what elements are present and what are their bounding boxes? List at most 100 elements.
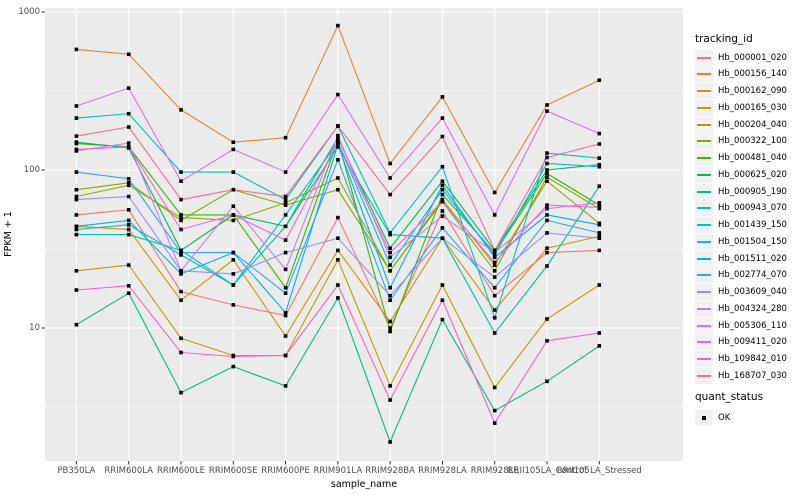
data-point bbox=[545, 171, 549, 176]
legend-entry: Hb_109842_010 bbox=[695, 351, 787, 368]
data-point bbox=[597, 162, 602, 167]
legend-entry-label: Hb_000162_090 bbox=[718, 86, 787, 96]
data-point bbox=[492, 253, 497, 257]
legend-entry: Hb_000943_070 bbox=[695, 200, 787, 217]
data-point bbox=[440, 199, 445, 204]
legend-line-key-icon bbox=[695, 150, 713, 166]
data-point bbox=[388, 384, 392, 388]
data-point bbox=[492, 285, 497, 290]
data-point bbox=[336, 283, 340, 287]
data-point bbox=[388, 161, 392, 166]
legend-entry-label: Hb_001504_150 bbox=[718, 236, 787, 247]
data-point bbox=[336, 215, 340, 220]
data-point bbox=[336, 158, 340, 162]
legend-line-key-icon bbox=[695, 116, 713, 133]
data-point bbox=[231, 213, 236, 217]
data-point bbox=[74, 170, 79, 174]
series-color-line-icon bbox=[697, 90, 711, 92]
legend-entry-label: Hb_000322_100 bbox=[718, 136, 787, 147]
x-tick-label: RRIM901LA bbox=[313, 466, 363, 476]
data-point bbox=[336, 124, 340, 128]
data-point bbox=[597, 201, 602, 205]
legend-entry: Hb_003609_040 bbox=[695, 284, 787, 301]
legend-entry: Hb_001439_150 bbox=[695, 217, 787, 234]
legend-line-key-icon bbox=[695, 351, 713, 367]
legend-entry-label: Hb_109842_010 bbox=[718, 354, 787, 364]
data-point bbox=[597, 164, 602, 169]
data-point bbox=[492, 269, 497, 273]
data-point bbox=[336, 236, 340, 240]
data-point bbox=[283, 238, 288, 242]
data-point bbox=[126, 263, 131, 267]
y-tick-label: 1000 bbox=[18, 6, 40, 17]
data-point bbox=[126, 181, 131, 185]
data-point bbox=[74, 213, 79, 217]
data-point bbox=[336, 296, 340, 300]
data-point bbox=[597, 156, 602, 160]
legend-title-quant-status: quant_status bbox=[695, 391, 764, 403]
data-point bbox=[597, 78, 602, 82]
data-point bbox=[179, 250, 183, 255]
series-color-line-icon bbox=[697, 173, 711, 176]
data-point bbox=[492, 263, 497, 267]
data-point bbox=[492, 190, 497, 195]
data-point bbox=[545, 246, 549, 250]
data-point bbox=[440, 197, 445, 202]
data-point bbox=[336, 145, 340, 149]
data-point bbox=[336, 135, 340, 140]
data-point bbox=[440, 187, 445, 192]
data-point bbox=[231, 147, 236, 152]
data-point bbox=[336, 92, 340, 97]
series-color-line-icon bbox=[697, 274, 711, 277]
legend-entry: Hb_005306_110 bbox=[695, 317, 787, 334]
x-tick-label: RRIM928LA bbox=[418, 466, 467, 476]
data-point bbox=[492, 250, 497, 255]
data-point bbox=[74, 134, 79, 138]
data-point bbox=[126, 183, 131, 188]
data-point bbox=[336, 248, 340, 253]
legend-entry-label: Hb_004324_280 bbox=[718, 303, 787, 314]
series-color-line-icon bbox=[697, 224, 711, 226]
legend-entry-label: Hb_000165_030 bbox=[718, 102, 787, 113]
data-point bbox=[283, 353, 288, 358]
data-point bbox=[126, 223, 131, 227]
legend-entry-label: Hb_000001_020 bbox=[718, 52, 787, 63]
legend-entry-label: Hb_001511_020 bbox=[718, 253, 787, 264]
data-point bbox=[126, 177, 131, 181]
data-point bbox=[74, 224, 79, 229]
data-point bbox=[179, 197, 183, 202]
legend-line-key-icon bbox=[695, 166, 713, 183]
data-point bbox=[492, 213, 497, 217]
data-point bbox=[126, 145, 131, 149]
data-point bbox=[440, 317, 445, 322]
series-color-line-icon bbox=[697, 291, 711, 293]
data-point bbox=[179, 227, 183, 232]
data-point bbox=[74, 194, 79, 199]
series-color-line-icon bbox=[697, 73, 711, 76]
data-point bbox=[388, 269, 392, 273]
data-point bbox=[545, 203, 549, 207]
legend-entry: Hb_000204_040 bbox=[695, 116, 787, 133]
data-point bbox=[179, 248, 183, 253]
data-point bbox=[492, 260, 497, 265]
x-tick-label: RRIM600PE bbox=[261, 466, 310, 476]
data-point bbox=[179, 213, 183, 217]
legend-entry-label: Hb_005306_110 bbox=[718, 320, 787, 331]
x-tick-label: RRIM600LE bbox=[156, 466, 205, 476]
legend-entry-label: OK bbox=[718, 412, 731, 423]
data-point bbox=[440, 164, 445, 169]
data-point bbox=[179, 179, 183, 183]
data-point bbox=[388, 329, 392, 334]
data-point bbox=[283, 250, 288, 255]
data-point bbox=[545, 175, 549, 179]
data-point bbox=[440, 283, 445, 287]
legend-entry: Hb_000165_030 bbox=[695, 99, 787, 116]
data-point bbox=[440, 298, 445, 302]
data-point bbox=[231, 303, 236, 307]
legend-entry-label: Hb_168707_030 bbox=[718, 370, 787, 381]
legend-entry-label: Hb_000905_190 bbox=[718, 186, 787, 197]
series-color-line-icon bbox=[697, 190, 711, 193]
legend-line-key-icon bbox=[695, 317, 713, 334]
